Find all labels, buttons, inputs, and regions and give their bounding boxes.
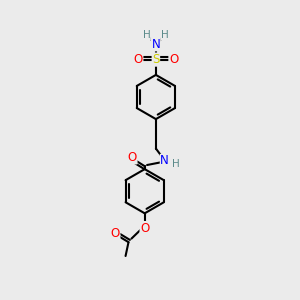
Text: N: N bbox=[160, 154, 169, 167]
Text: O: O bbox=[128, 151, 137, 164]
Text: S: S bbox=[152, 53, 160, 66]
Text: O: O bbox=[134, 53, 143, 66]
Text: O: O bbox=[140, 221, 149, 235]
Text: H: H bbox=[161, 30, 169, 40]
Text: O: O bbox=[111, 227, 120, 240]
Text: O: O bbox=[169, 53, 178, 66]
Text: H: H bbox=[142, 30, 150, 40]
Text: H: H bbox=[172, 159, 180, 170]
Text: N: N bbox=[152, 38, 160, 51]
